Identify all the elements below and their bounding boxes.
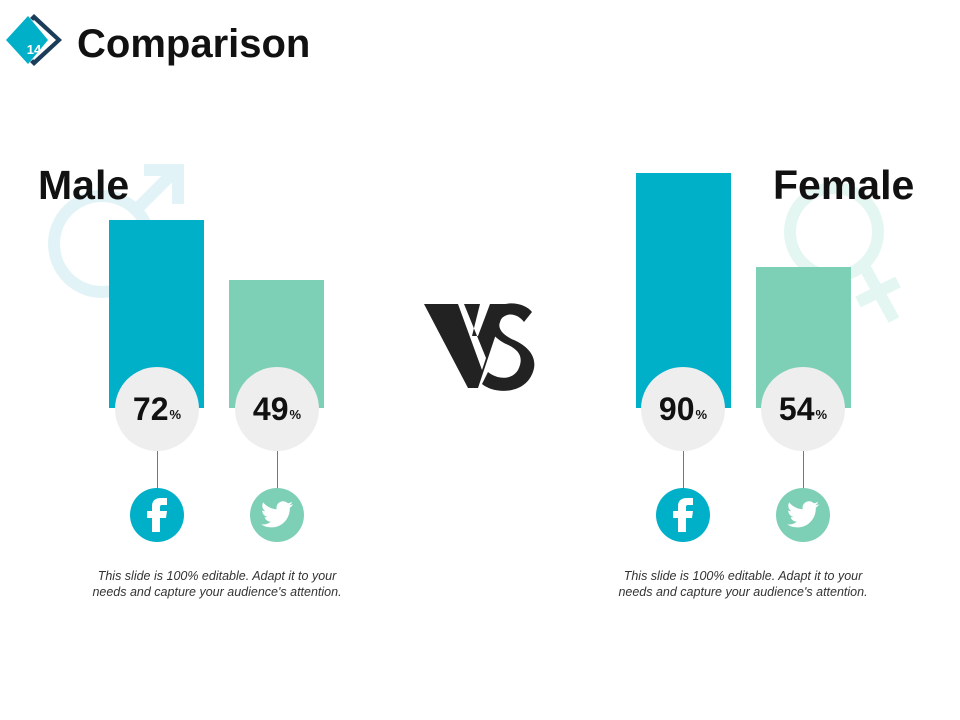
- connector-line: [683, 451, 684, 489]
- male-caption: This slide is 100% editable. Adapt it to…: [92, 569, 342, 599]
- badge-chevron-icon: [6, 14, 62, 66]
- twitter-icon: [250, 488, 304, 542]
- facebook-icon: [656, 488, 710, 542]
- value-number: 54: [778, 390, 815, 427]
- vs-glyph: VS: [424, 303, 535, 391]
- value-label-male-facebook: 72%: [115, 367, 199, 451]
- percent-sign: %: [169, 406, 182, 422]
- percent-sign: %: [289, 406, 302, 422]
- value-label-female-twitter: 54%: [761, 367, 845, 451]
- slide-title: Comparison: [77, 22, 311, 66]
- percent-sign: %: [815, 406, 828, 422]
- value-number: 72: [132, 390, 169, 427]
- value-number: 90: [658, 390, 695, 427]
- female-label: Female: [773, 162, 915, 208]
- slide-number: 14: [26, 42, 42, 57]
- value-label-male-twitter: 49%: [235, 367, 319, 451]
- male-label: Male: [38, 162, 130, 208]
- connector-line: [157, 451, 158, 489]
- value-label-female-facebook: 90%: [641, 367, 725, 451]
- facebook-icon: [130, 488, 184, 542]
- female-caption: This slide is 100% editable. Adapt it to…: [618, 569, 868, 599]
- percent-sign: %: [695, 406, 708, 422]
- value-number: 49: [252, 390, 289, 427]
- connector-line: [277, 451, 278, 489]
- slide-number-badge: 14: [4, 12, 74, 68]
- connector-line: [803, 451, 804, 489]
- twitter-icon: [776, 488, 830, 542]
